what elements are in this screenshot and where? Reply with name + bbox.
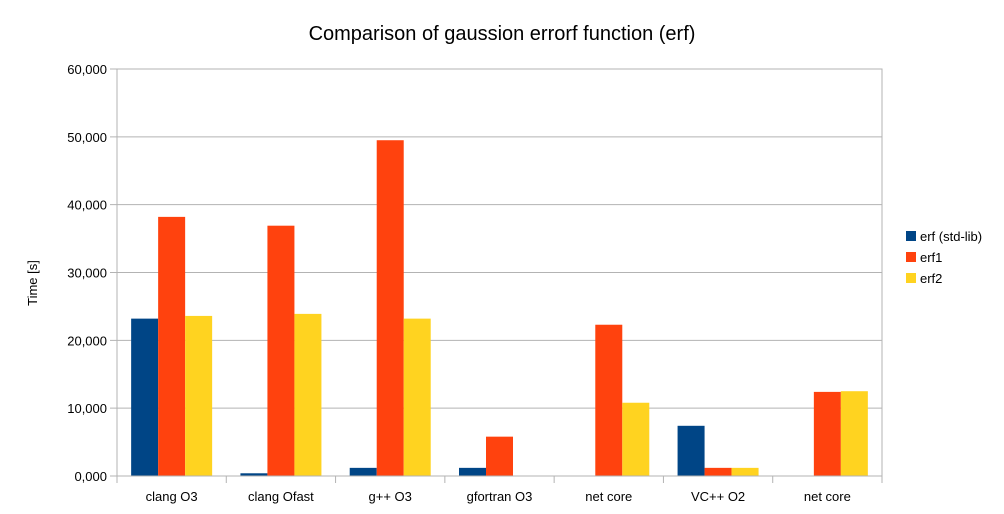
x-tick-label: clang O3 [146,489,198,504]
bars [131,140,868,477]
y-tick-label: 30,000 [67,266,107,281]
x-tick-label: gfortran O3 [467,489,533,504]
bar [376,140,404,476]
legend-swatch [906,231,916,241]
plot-border [116,68,883,477]
bar [185,315,213,476]
y-axis-label: Time [s] [25,260,40,306]
y-tick-label: 50,000 [67,130,107,145]
y-tick-labels: 0,000 10,000 20,000 30,000 40,000 50,000 60,00… [67,62,107,484]
x-tick-labels: clang O3 clang Ofast g++ O3 gfortran O3 net … [146,489,851,504]
y-tick-label: 60,000 [67,62,107,77]
bar [486,436,513,476]
legend-swatch [906,273,916,283]
bar [731,467,759,476]
y-tick-label: 0,000 [74,469,107,484]
bar [595,324,623,476]
legend-label: erf (std-lib) [920,229,982,244]
bar [294,313,322,476]
axes [116,68,883,483]
legend-swatch [906,252,916,262]
y-tick-label: 40,000 [67,198,107,213]
bar [704,467,732,476]
y-tick-label: 10,000 [67,401,107,416]
x-tick-label: clang Ofast [248,489,314,504]
bar [158,216,186,477]
bar [240,473,268,476]
y-tick-label: 20,000 [67,333,107,348]
chart-title: Comparison of gaussion errorf function (… [309,23,696,45]
legend-label: erf1 [920,250,942,265]
x-tick-label: net core [585,489,632,504]
bar [813,391,841,476]
legend-label: erf2 [920,271,942,286]
bar [459,467,486,476]
x-tick-label: net core [804,489,851,504]
bar [267,225,295,476]
legend: erf (std-lib) erf1 erf2 [906,229,982,286]
bar [403,318,431,476]
x-tick-label: VC++ O2 [691,489,745,504]
bar [840,391,868,476]
bar [349,467,377,476]
x-tick-label: g++ O3 [369,489,412,504]
gridlines [110,68,882,477]
bar [677,425,705,476]
bar [622,402,650,476]
bar [131,318,159,476]
